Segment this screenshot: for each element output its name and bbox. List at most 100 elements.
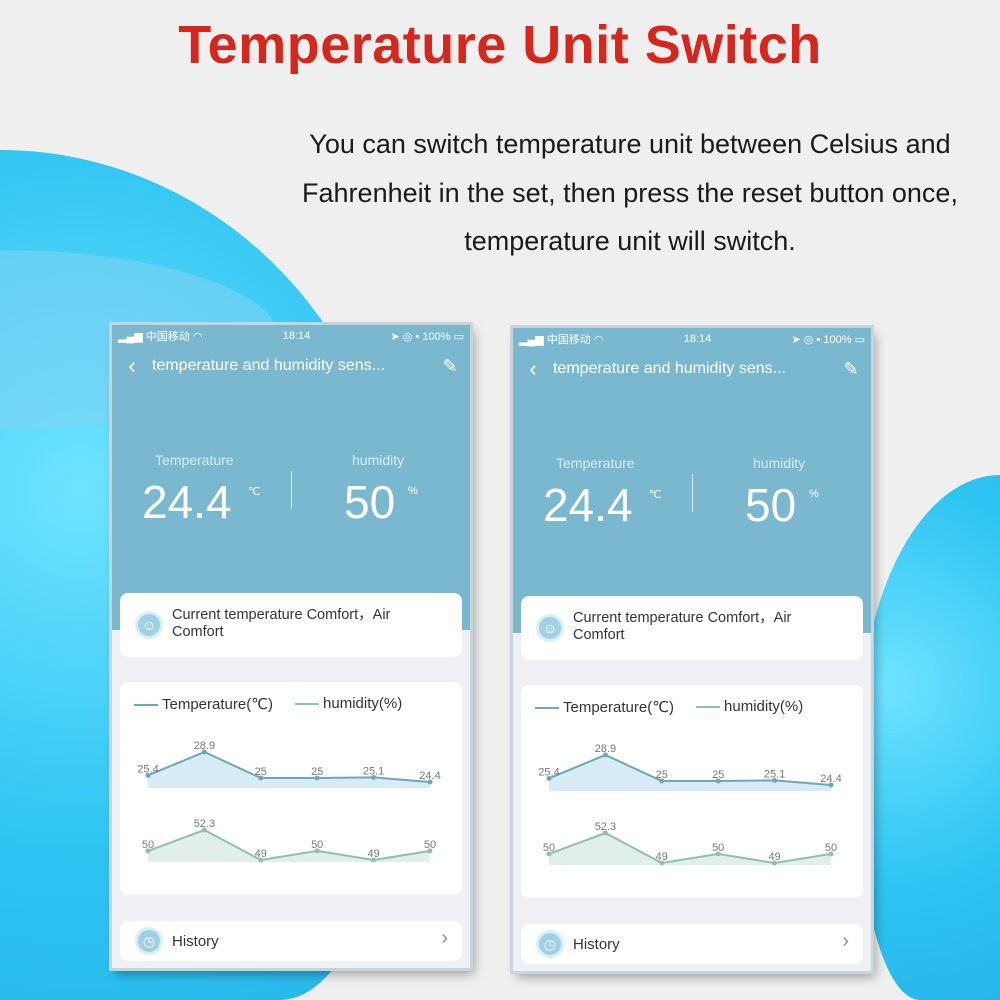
- humidity-unit: %: [408, 485, 418, 497]
- data-label: 49: [255, 848, 267, 860]
- data-point: [659, 860, 665, 866]
- chevron-right-icon: ›: [842, 930, 849, 952]
- data-label: 50: [424, 839, 436, 851]
- data-point: [427, 848, 433, 854]
- data-point: [371, 774, 377, 780]
- data-point: [314, 848, 320, 854]
- clock-icon: ◷: [536, 930, 564, 958]
- data-label: 50: [311, 839, 323, 851]
- humidity-value: 50: [745, 479, 797, 531]
- data-label: 52.3: [194, 818, 215, 830]
- data-point: [772, 777, 778, 783]
- data-label: 50: [142, 839, 154, 851]
- data-point: [145, 848, 151, 854]
- comfort-card: ☺ Current temperature Comfort，Air Comfor…: [521, 596, 863, 660]
- divider: [291, 471, 292, 509]
- battery-icon: ▭: [854, 333, 865, 346]
- temperature-value: 24.4: [543, 479, 633, 531]
- nav-bar: ‹ temperature and humidity sens... ✎: [112, 353, 470, 379]
- series-area: [549, 755, 831, 791]
- comfort-card: ☺ Current temperature Comfort，Air Comfor…: [120, 593, 462, 657]
- data-label: 49: [367, 848, 379, 860]
- data-label: 52.3: [595, 821, 616, 833]
- chart-card: Temperature(℃) humidity(%) 25.4 28.9 25 25 2…: [120, 682, 462, 895]
- data-point: [602, 752, 608, 758]
- pencil-icon[interactable]: ✎: [843, 358, 859, 379]
- data-point: [715, 778, 721, 784]
- nav-bar: ‹ temperature and humidity sens... ✎: [513, 356, 871, 382]
- data-point: [258, 775, 264, 781]
- data-label: 50: [543, 842, 555, 854]
- data-label: 25: [255, 766, 267, 778]
- data-label: 28.9: [595, 743, 616, 755]
- data-point: [201, 827, 207, 833]
- status-bar: ▂▄▆ 中国移动 ◠ 18:14 ➤ ◎ ▪ 100% ▭: [519, 333, 865, 346]
- data-label: 50: [712, 842, 724, 854]
- series-line: [548, 831, 832, 865]
- data-label: 25.4: [137, 763, 158, 775]
- data-label: 25: [656, 769, 668, 781]
- data-point: [828, 782, 834, 788]
- line-chart: 25.4 28.9 25 25 25.1 24.4 50 52.3 49 50 49 50: [538, 743, 842, 866]
- data-label: 24.4: [419, 770, 440, 782]
- chevron-right-icon: ›: [441, 927, 448, 949]
- signal-icon: ▂▄▆: [118, 331, 146, 343]
- chart-legend: Temperature(℃) humidity(%): [134, 695, 402, 713]
- location-icon: ➤ ◎ ▪: [791, 333, 824, 346]
- data-label: 25.1: [363, 765, 384, 777]
- divider: [692, 474, 693, 512]
- legend-humidity: humidity(%): [295, 695, 402, 713]
- series-area: [148, 752, 430, 788]
- temperature-label: Temperature: [155, 452, 234, 468]
- chevron-left-icon[interactable]: ‹: [128, 353, 136, 378]
- smile-icon: ☺: [536, 614, 564, 642]
- data-point: [772, 860, 778, 866]
- pencil-icon[interactable]: ✎: [442, 355, 458, 376]
- device-title: temperature and humidity sens...: [553, 360, 787, 377]
- data-label: 49: [656, 851, 668, 863]
- data-point: [201, 749, 207, 755]
- series-line: [147, 828, 431, 862]
- status-bar: ▂▄▆ 中国移动 ◠ 18:14 ➤ ◎ ▪ 100% ▭: [118, 330, 464, 343]
- series-line: [548, 753, 832, 786]
- wifi-icon: ◠: [192, 331, 203, 343]
- data-label: 50: [825, 842, 837, 854]
- chart-legend: Temperature(℃) humidity(%): [535, 698, 803, 716]
- legend-humidity: humidity(%): [696, 698, 803, 716]
- phone-screenshot: ▂▄▆ 中国移动 ◠ 18:14 ➤ ◎ ▪ 100% ▭ ‹ temperat…: [513, 328, 871, 971]
- data-label: 25: [712, 769, 724, 781]
- battery-icon: ▭: [453, 330, 464, 343]
- smile-icon: ☺: [135, 611, 163, 639]
- phone-screenshot: ▂▄▆ 中国移动 ◠ 18:14 ➤ ◎ ▪ 100% ▭ ‹ temperat…: [112, 325, 470, 968]
- data-point: [371, 857, 377, 863]
- data-point: [602, 830, 608, 836]
- device-title: temperature and humidity sens...: [152, 357, 386, 374]
- humidity-label: humidity: [352, 452, 405, 468]
- data-point: [314, 775, 320, 781]
- signal-icon: ▂▄▆: [519, 334, 547, 346]
- humidity-unit: %: [809, 488, 819, 500]
- temperature-unit: ℃: [649, 489, 662, 501]
- location-icon: ➤ ◎ ▪: [390, 330, 423, 343]
- background-blob: [860, 475, 1000, 1000]
- data-point: [145, 772, 151, 778]
- legend-temperature: Temperature(℃): [134, 695, 273, 713]
- history-row[interactable]: ◷ History ›: [521, 924, 863, 964]
- temperature-value: 24.4: [142, 476, 232, 528]
- series-line: [147, 750, 431, 783]
- data-label: 49: [768, 851, 780, 863]
- line-chart: 25.4 28.9 25 25 25.1 24.4 50 52.3 49 50 49 50: [137, 740, 441, 863]
- chevron-left-icon[interactable]: ‹: [529, 356, 537, 381]
- data-point: [427, 779, 433, 785]
- page-title: Temperature Unit Switch: [178, 15, 822, 75]
- data-point: [258, 857, 264, 863]
- humidity-value: 50: [344, 476, 396, 528]
- data-label: 25.4: [538, 766, 559, 778]
- temperature-label: Temperature: [556, 455, 635, 471]
- data-point: [659, 778, 665, 784]
- history-row[interactable]: ◷ History ›: [120, 921, 462, 961]
- temperature-unit: ℃: [248, 486, 261, 498]
- data-label: 25.1: [764, 768, 785, 780]
- data-point: [546, 775, 552, 781]
- clock-icon: ◷: [135, 927, 163, 955]
